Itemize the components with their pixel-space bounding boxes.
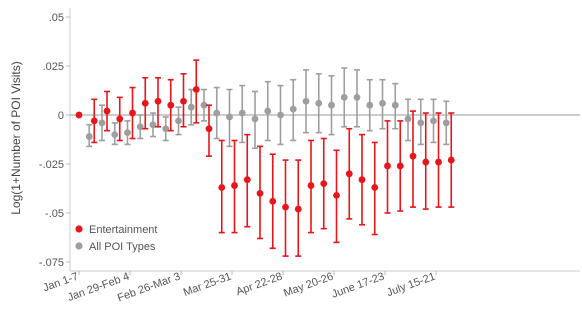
- y-tick-label: 0: [58, 110, 64, 122]
- y-axis-title: Log(1+Number of POI Visits): [9, 61, 23, 215]
- data-point: [98, 119, 106, 127]
- data-point: [302, 97, 310, 105]
- x-tick-label: Mar 25-31: [182, 271, 233, 299]
- data-point: [366, 101, 374, 109]
- y-tick-label: .05: [49, 12, 64, 24]
- data-point: [417, 119, 425, 127]
- data-point: [442, 119, 450, 127]
- data-point: [447, 156, 455, 164]
- data-point: [243, 176, 251, 184]
- y-tick-label: .025: [43, 61, 64, 73]
- legend: Entertainment All POI Types: [75, 224, 157, 253]
- legend-label: Entertainment: [89, 224, 157, 236]
- data-point: [430, 117, 437, 125]
- data-point: [264, 107, 272, 115]
- x-tick-label: May 20-26: [282, 271, 335, 300]
- data-point: [256, 190, 264, 197]
- data-point: [175, 117, 182, 125]
- data-point: [409, 152, 417, 160]
- data-point: [404, 115, 412, 123]
- y-ticks: .05 .025 0 -.025 -.05 -.075: [39, 12, 70, 269]
- y-tick-label: -.025: [39, 159, 64, 171]
- data-point: [353, 93, 361, 101]
- data-point: [141, 99, 149, 107]
- x-tick-label: June 17-23: [330, 271, 386, 301]
- legend-label: All POI Types: [89, 241, 156, 253]
- data-point: [277, 111, 284, 119]
- data-point: [200, 101, 208, 109]
- data-point: [116, 115, 124, 123]
- axes: [69, 8, 580, 272]
- data-point: [149, 121, 157, 129]
- data-point: [289, 105, 297, 113]
- data-point: [167, 101, 175, 109]
- data-point: [307, 182, 315, 189]
- data-point: [371, 184, 379, 191]
- data-point: [136, 123, 144, 131]
- y-tick-label: -.05: [45, 208, 64, 220]
- data-point: [162, 125, 170, 133]
- data-point: [269, 197, 277, 205]
- data-point: [111, 131, 119, 139]
- x-tick-label: Apr 22-28: [235, 271, 285, 299]
- x-tick-label: July 15-21: [385, 271, 437, 300]
- data-point: [422, 158, 430, 166]
- data-point: [129, 109, 136, 117]
- data-point: [294, 205, 302, 213]
- series-entertainment: [75, 59, 455, 257]
- data-point: [251, 115, 259, 123]
- data-point: [333, 191, 340, 199]
- data-point: [192, 86, 200, 93]
- data-point: [103, 107, 111, 115]
- data-point: [90, 117, 98, 125]
- data-point: [124, 129, 131, 137]
- data-point: [154, 97, 162, 105]
- y-tick-label: -.075: [39, 257, 64, 269]
- data-point: [391, 101, 399, 109]
- legend-marker: [75, 225, 83, 233]
- data-point: [213, 109, 221, 117]
- data-point: [231, 182, 238, 189]
- data-point: [396, 162, 404, 170]
- data-point: [358, 176, 366, 184]
- data-point: [282, 203, 289, 211]
- data-point: [238, 109, 246, 117]
- data-point: [340, 93, 348, 101]
- plot-area: [75, 59, 455, 257]
- data-point: [205, 125, 213, 133]
- data-point: [315, 99, 323, 107]
- data-point: [320, 180, 328, 188]
- data-point: [75, 111, 83, 119]
- data-point: [180, 97, 187, 105]
- data-point: [435, 158, 442, 166]
- data-point: [345, 170, 353, 178]
- data-point: [187, 103, 195, 111]
- data-point: [218, 184, 226, 191]
- data-point: [85, 133, 93, 140]
- data-point: [384, 162, 391, 170]
- series-all-poi-types: [75, 67, 450, 150]
- data-point: [226, 113, 233, 121]
- data-point: [379, 99, 386, 107]
- data-point: [328, 101, 335, 109]
- legend-marker: [75, 242, 83, 250]
